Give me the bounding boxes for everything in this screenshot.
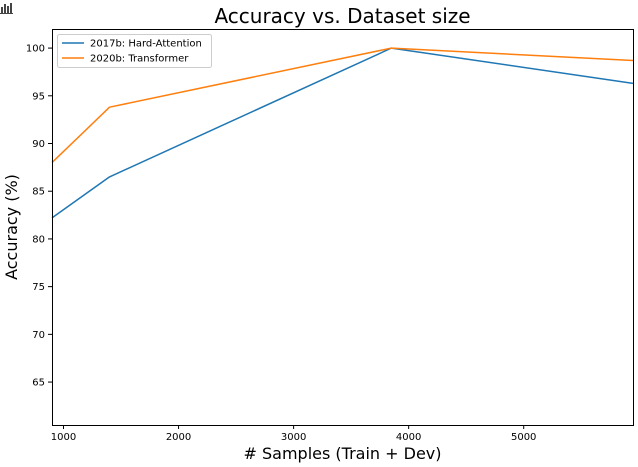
y-tick-label: 100	[26, 44, 45, 55]
series-line-2	[51, 47, 634, 164]
chart-title: Accuracy vs. Dataset size	[214, 4, 470, 28]
y-tick-label: 75	[32, 282, 45, 293]
axis-ticks: 1000 2000 3000 4000 5000 65 70 75 80 85 90 95 100	[26, 44, 537, 443]
y-tick-label: 90	[32, 139, 45, 150]
y-tick-label: 65	[32, 378, 45, 389]
legend-label-2: 2020b: Transformer	[90, 54, 189, 65]
series-line-1	[51, 47, 634, 219]
y-tick-label: 80	[32, 234, 45, 245]
x-tick-label: 3000	[281, 432, 306, 443]
y-axis-title: Accuracy (%)	[2, 174, 21, 280]
plot-frame	[52, 29, 634, 426]
toolbar-icon[interactable]	[0, 0, 14, 14]
x-axis-title: # Samples (Train + Dev)	[244, 444, 442, 463]
legend: 2017b: Hard-Attention 2020b: Transformer	[57, 34, 212, 68]
y-tick-label: 70	[32, 330, 45, 341]
x-tick-label: 2000	[166, 432, 191, 443]
y-tick-label: 95	[32, 91, 45, 102]
x-tick-label: 1000	[51, 432, 76, 443]
y-tick-label: 85	[32, 187, 45, 198]
series-layer	[51, 47, 634, 219]
bar-chart-icon	[0, 3, 13, 14]
x-tick-label: 4000	[396, 432, 421, 443]
legend-label-1: 2017b: Hard-Attention	[90, 39, 202, 50]
legend-box	[57, 34, 212, 68]
x-tick-label: 5000	[511, 432, 536, 443]
